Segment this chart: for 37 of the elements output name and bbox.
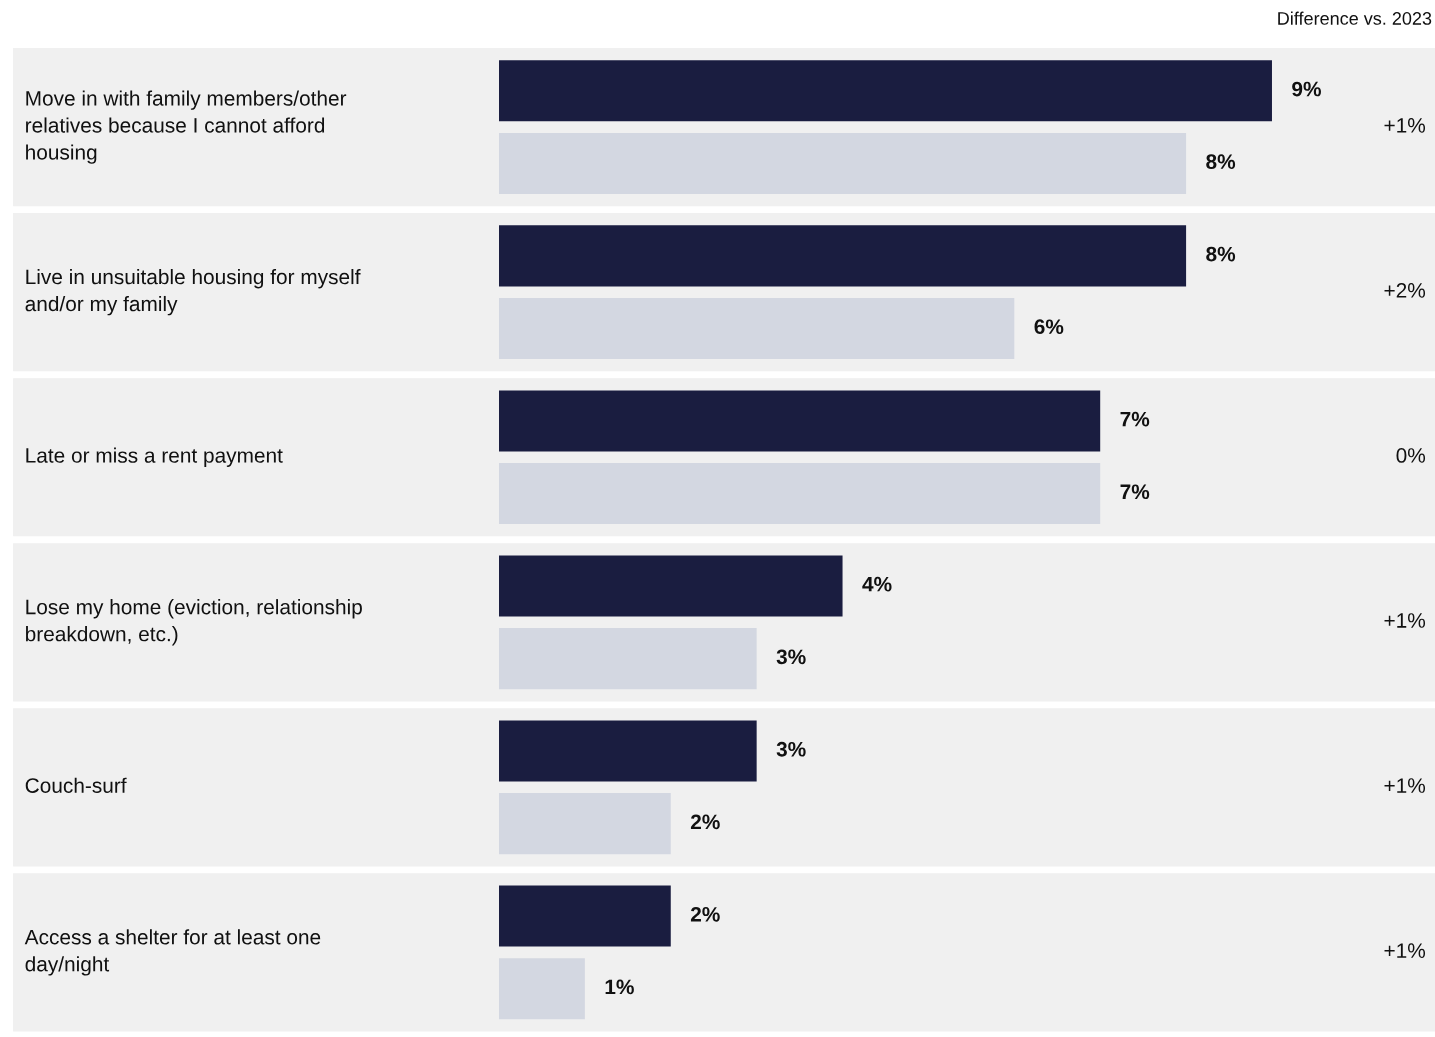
data-label: 2% bbox=[690, 814, 720, 830]
text: +1% bbox=[1384, 118, 1426, 133]
data-label: 2% bbox=[690, 906, 720, 922]
data-label: 3% bbox=[776, 649, 806, 665]
bar bbox=[499, 225, 1187, 287]
bar bbox=[499, 793, 671, 855]
y-tick-label: Lose my home (eviction, relationship breakdown, etc.) bbox=[26, 599, 362, 646]
data-label: 1% bbox=[605, 979, 634, 995]
bar bbox=[499, 958, 585, 1020]
bar bbox=[499, 628, 757, 690]
data-label: 9% bbox=[1292, 81, 1321, 97]
data-label: 3% bbox=[776, 741, 806, 757]
y-tick-label: Late or miss a rent payment bbox=[26, 447, 283, 467]
y-tick-label: Live in unsuitable housing for myself and/or my family bbox=[25, 268, 361, 316]
y-tick-label: Couch-surf bbox=[25, 777, 127, 793]
text: +1% bbox=[1384, 778, 1426, 793]
text: +1% bbox=[1384, 613, 1426, 628]
data-label: 7% bbox=[1120, 411, 1150, 427]
bar bbox=[499, 720, 757, 782]
y-tick-label: Move in with family members/other relatives because I cannot afford housing bbox=[26, 90, 347, 164]
data-label: 6% bbox=[1034, 319, 1064, 335]
data-label: 7% bbox=[1120, 484, 1150, 500]
bar bbox=[499, 555, 843, 617]
data-label: 4% bbox=[862, 576, 892, 592]
text: Difference vs. 2023 bbox=[1278, 11, 1432, 25]
data-label: 8% bbox=[1206, 154, 1236, 170]
y-tick-label: Access a shelter for at least one day/night bbox=[24, 929, 321, 976]
bar bbox=[499, 390, 1101, 452]
bar bbox=[499, 297, 1015, 360]
text: +2% bbox=[1384, 283, 1426, 298]
text: +1% bbox=[1384, 943, 1426, 958]
bar bbox=[499, 60, 1272, 122]
bar bbox=[499, 885, 671, 947]
text: 0% bbox=[1396, 448, 1426, 463]
data-label: 8% bbox=[1206, 246, 1236, 262]
bar bbox=[499, 132, 1187, 194]
bar bbox=[499, 463, 1101, 525]
